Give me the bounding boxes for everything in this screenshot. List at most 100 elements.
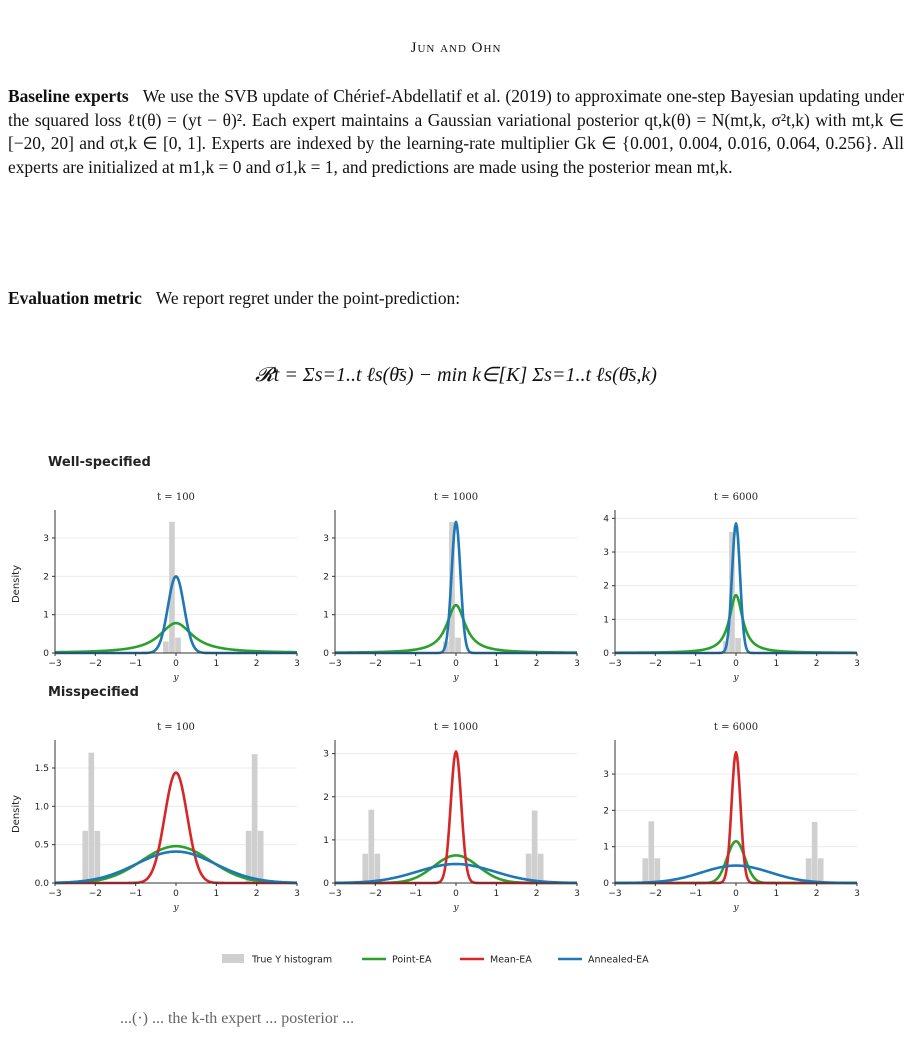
x-tick-label: 3 [574,659,580,669]
legend-label: Annealed-EA [588,955,649,966]
series-line-annealed-ea [334,520,578,655]
x-tick-label: 0 [453,659,459,669]
y-tick-label: 2 [43,572,49,582]
x-axis-label: y [732,903,739,913]
histogram-bar [175,637,181,653]
row-title: Misspecified [48,685,139,700]
x-tick-label: −3 [608,659,621,669]
x-tick-label: 3 [294,659,300,669]
y-tick-label: 0.5 [35,841,49,851]
histogram-bar [374,853,381,883]
x-tick-label: 3 [574,889,580,899]
histogram-bar [648,821,655,883]
histogram-bar [654,858,661,883]
row-title: Well-specified [48,455,151,470]
x-tick-label: −2 [369,889,382,899]
series-line-annealed-ea [614,522,858,655]
panel-title: t = 6000 [714,492,758,503]
x-tick-label: −2 [89,889,102,899]
series-line-annealed-ea [54,850,298,885]
y-tick-label: 3 [323,534,329,544]
x-tick-label: 3 [854,889,860,899]
y-tick-label: 4 [603,514,609,524]
x-tick-label: −3 [48,889,61,899]
histogram-bar [88,752,95,883]
y-tick-label: 2 [603,582,609,592]
x-tick-label: 2 [534,889,540,899]
x-tick-label: 0 [173,659,179,669]
paragraph-text: We report regret under the point-predict… [155,288,461,308]
legend-swatch [222,954,244,963]
y-tick-label: 0 [323,649,329,659]
histogram-bar [245,830,252,883]
density-figure: Well-specified t = 100 −3 −2 −1 0 1 2 3 y 0 1 2 3 Dens… [11,455,860,966]
x-tick-label: −3 [48,659,61,669]
y-tick-label: 1.5 [35,764,49,774]
x-tick-label: 2 [254,889,260,899]
x-tick-label: 2 [534,659,540,669]
x-tick-label: −1 [409,889,422,899]
x-tick-label: 3 [294,889,300,899]
x-tick-label: 1 [773,659,779,669]
x-tick-label: 1 [213,889,219,899]
paragraph-text: We use the SVB update of Chérief-Abdella… [8,86,905,177]
y-tick-label: 2 [323,572,329,582]
paragraph-evaluation-metric: Evaluation metric We report regret under … [8,287,904,311]
histogram-bar [642,858,649,883]
histogram-bar [537,853,544,883]
x-tick-label: 0 [733,659,739,669]
x-tick-label: 2 [254,659,260,669]
panel-title: t = 6000 [714,722,758,733]
x-tick-label: 1 [213,659,219,669]
histogram-bar [811,821,818,883]
paragraph-baseline-experts: Baseline experts We use the SVB update of… [8,85,904,179]
histogram-bar [368,809,375,883]
x-tick-label: 3 [854,659,860,669]
x-axis-label: y [172,903,179,913]
x-tick-label: −1 [689,889,702,899]
histogram-bar [94,830,101,883]
x-tick-label: −2 [649,889,662,899]
x-tick-label: −1 [129,889,142,899]
panel-title: t = 100 [157,492,195,503]
y-axis-label: Density [11,795,22,833]
x-tick-label: 1 [493,889,499,899]
series-line-annealed-ea [334,862,578,885]
y-tick-label: 1.0 [35,802,50,812]
x-axis-label: y [452,903,459,913]
histogram-bar [455,637,461,653]
y-tick-label: 1 [323,611,329,621]
x-tick-label: 1 [773,889,779,899]
y-tick-label: 1 [603,843,609,853]
series-line-point-ea [54,844,298,885]
x-tick-label: −3 [328,659,341,669]
x-axis-label: y [732,673,739,683]
regret-formula: 𝓡t = Σs=1..t ℓs(θ̄s) − min k∈[K] Σs=1..t… [255,364,657,386]
y-tick-label: 3 [323,750,329,760]
histogram-bar [362,853,369,883]
x-tick-label: −1 [129,659,142,669]
y-tick-label: 3 [603,770,609,780]
legend-label: True Y histogram [251,955,332,966]
histogram-bar [525,853,532,883]
paragraph-heading: Baseline experts [8,86,129,106]
y-tick-label: 2 [603,806,609,816]
histogram-bar [817,858,824,883]
y-tick-label: 0 [323,879,329,889]
x-tick-label: 2 [814,889,820,899]
y-tick-label: 3 [43,534,49,544]
y-tick-label: 0.0 [35,879,50,889]
histogram-bar [257,830,264,883]
x-tick-label: 1 [493,659,499,669]
histogram-bar [251,754,258,883]
series-line-annealed-ea [614,864,858,885]
x-tick-label: −2 [649,659,662,669]
y-tick-label: 0 [603,649,609,659]
x-axis-label: y [172,673,179,683]
y-tick-label: 0 [43,649,49,659]
paragraph-heading: Evaluation metric [8,288,142,308]
x-tick-label: 2 [814,659,820,669]
x-tick-label: −1 [409,659,422,669]
histogram-bar [82,830,89,883]
y-axis-label: Density [11,565,22,603]
